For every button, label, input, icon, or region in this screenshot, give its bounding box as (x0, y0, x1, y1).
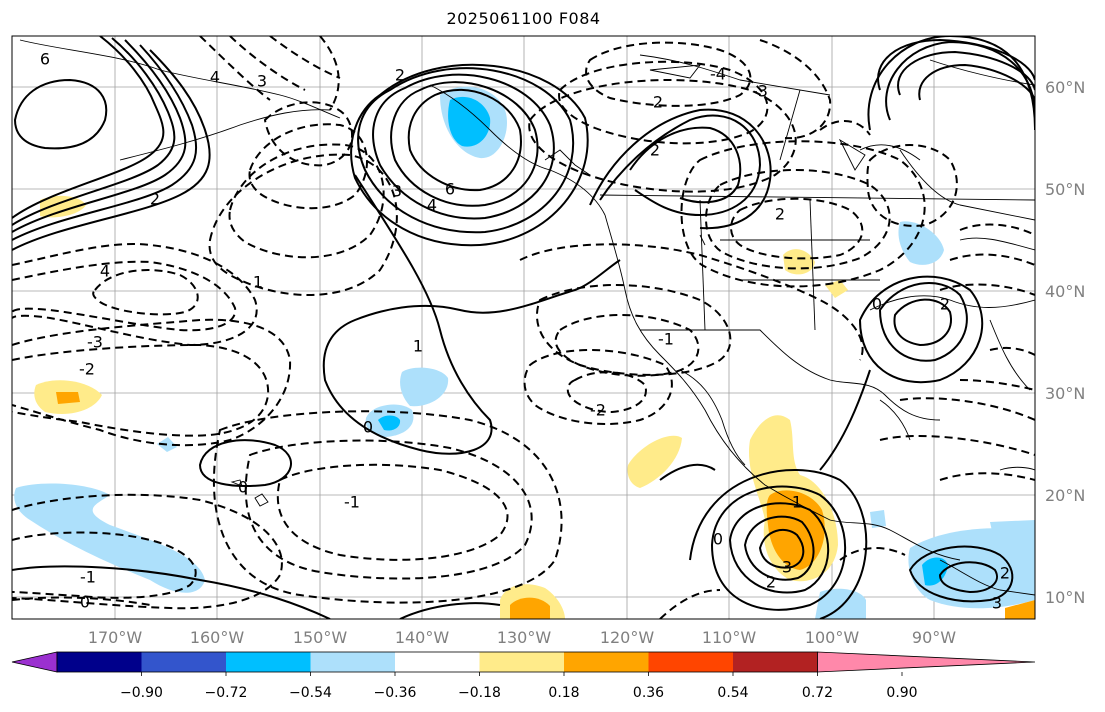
contour-value-label: 2 (775, 205, 785, 224)
colorbar-ticks: −0.90 −0.72 −0.54 −0.36 −0.18 0.18 0.36 0.54 0.7… (120, 672, 918, 701)
longitude-label: 100°W (805, 628, 860, 647)
contour-value-label: 2 (766, 573, 776, 592)
contour-value-label: 4 (427, 196, 437, 215)
map-title: 2025061100 F084 (446, 9, 601, 28)
contour-value-label: 6 (445, 180, 455, 199)
contour-value-label: 3 (782, 558, 792, 577)
light-blue-shade (898, 221, 944, 265)
longitude-labels: 170°W 160°W 150°W 140°W 130°W 120°W 110°W 100°W… (88, 628, 956, 647)
latitude-labels: 60°N 50°N 40°N 30°N 20°N 10°N (1045, 78, 1085, 607)
light-blue-shade (908, 528, 1035, 609)
deep-blue-shade (378, 415, 401, 431)
coastlines-borders (19, 39, 1035, 596)
latitude-label: 30°N (1045, 384, 1085, 403)
longitude-label: 120°W (600, 628, 655, 647)
longitude-label: 160°W (190, 628, 245, 647)
colorbar-extend-high (817, 651, 1036, 673)
latitude-label: 60°N (1045, 78, 1085, 97)
colorbar-tick-label: −0.54 (289, 685, 332, 701)
contour-value-label: -3 (87, 333, 103, 352)
longitude-label: 130°W (497, 628, 552, 647)
orange-shade (1005, 600, 1035, 619)
contour-value-label: 2 (940, 295, 950, 314)
contour-value-label: -3 (752, 82, 768, 101)
latitude-label: 40°N (1045, 282, 1085, 301)
colorbar-tick-label: 0.54 (717, 685, 748, 701)
contour-value-label: 2 (395, 66, 405, 85)
contour-value-label: 2 (650, 141, 660, 160)
latitude-label: 10°N (1045, 588, 1085, 607)
contour-value-label: 0 (80, 593, 90, 612)
deep-blue-shade (448, 96, 491, 147)
contour-value-label: 0 (713, 530, 723, 549)
colorbar-tick-label: −0.18 (458, 685, 501, 701)
colorbar-segment (648, 652, 733, 672)
contour-value-label: 1 (792, 493, 802, 512)
contour-value-label: 4 (210, 68, 220, 87)
dashed-contours (12, 36, 1035, 619)
colorbar-segment (226, 652, 311, 672)
orange-shade (510, 597, 550, 619)
contour-value-label: 0 (363, 418, 373, 437)
light-blue-shade (815, 588, 866, 619)
contour-value-label: -2 (590, 401, 606, 420)
colorbar (11, 651, 1036, 673)
longitude-label: 90°W (912, 628, 956, 647)
colorbar-segment (564, 652, 649, 672)
colorbar-segment (310, 652, 395, 672)
contour-labels: 64 3 22-4-32643222-3-24110-2-1-10-10231020… (40, 50, 1010, 613)
colorbar-tick-label: 0.18 (548, 685, 579, 701)
contour-value-label: 2 (150, 190, 160, 209)
colorbar-tick-label: 0.90 (886, 685, 917, 701)
contour-value-label: -2 (79, 360, 95, 379)
contour-value-label: -1 (344, 493, 360, 512)
contour-value-label: 6 (40, 50, 50, 69)
orange-shade (56, 392, 80, 404)
map-frame (11, 35, 1036, 620)
contour-value-label: 3 (392, 182, 402, 201)
latitude-label: 50°N (1045, 180, 1085, 199)
colorbar-segment (57, 652, 142, 672)
light-blue-shade (990, 520, 1035, 545)
colorbar-segment (733, 652, 818, 672)
contour-value-label: 2 (653, 93, 663, 112)
contour-value-label: 1 (413, 337, 423, 356)
light-blue-shade (157, 437, 177, 452)
yellow-shade (627, 435, 682, 488)
colorbar-extend-low (11, 651, 58, 673)
contour-value-label: 2 (1000, 564, 1010, 583)
longitude-label: 110°W (702, 628, 757, 647)
light-blue-shade (400, 367, 449, 407)
contour-value-label: 0 (872, 295, 882, 314)
contour-value-label: 1 (253, 273, 263, 292)
colorbar-segment (479, 652, 564, 672)
longitude-label: 150°W (293, 628, 348, 647)
colorbar-tick-label: −0.90 (120, 685, 163, 701)
yellow-shade (40, 195, 86, 218)
shaded-anomaly-areas (14, 86, 1035, 619)
contour-value-label: 0 (238, 478, 248, 497)
contour-value-label: -4 (710, 65, 726, 84)
colorbar-tick-label: −0.36 (374, 685, 417, 701)
contour-value-label: 3 (257, 72, 267, 91)
longitude-label: 170°W (88, 628, 143, 647)
longitude-label: 140°W (395, 628, 450, 647)
solid-contours (12, 36, 1035, 619)
colorbar-segment (141, 652, 226, 672)
contour-value-label: -1 (80, 568, 96, 587)
colorbar-tick-label: −0.72 (205, 685, 248, 701)
colorbar-tick-label: 0.72 (802, 685, 833, 701)
colorbar-segment (395, 652, 480, 672)
light-blue-shade (870, 510, 886, 528)
colorbar-tick-label: 0.36 (633, 685, 664, 701)
contour-value-label: -1 (658, 330, 674, 349)
contour-value-label: 4 (100, 262, 110, 281)
latitude-label: 20°N (1045, 486, 1085, 505)
light-blue-shade (14, 483, 205, 593)
contour-value-label: 3 (992, 594, 1002, 613)
